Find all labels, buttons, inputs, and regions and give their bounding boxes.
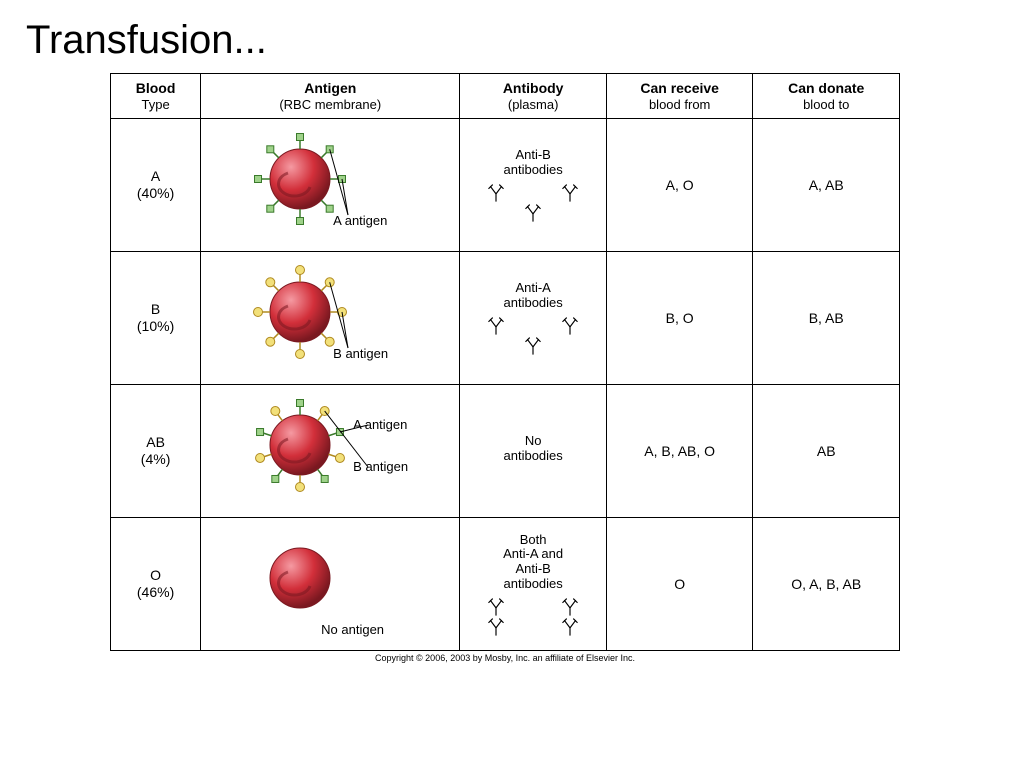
antibody-title: Anti-Aantibodies	[462, 281, 604, 311]
antigen-label: No antigen	[321, 622, 384, 637]
cell-donate: A, AB	[753, 119, 900, 252]
cell-blood-type: A (40%)	[111, 119, 201, 252]
table-row: O (46%) No antigen BothAnti-A andAnti-Ba…	[111, 518, 900, 651]
table-header: Blood Type Antigen (RBC membrane) Antibo…	[111, 74, 900, 119]
cell-antibody: Anti-Aantibodies	[460, 252, 607, 385]
cell-receive: A, O	[606, 119, 753, 252]
antigen-label: B antigen	[353, 459, 408, 474]
cell-blood-type: AB (4%)	[111, 385, 201, 518]
antigen-label: A antigen	[333, 213, 387, 228]
col-header-antibody-sub: (plasma)	[462, 97, 604, 113]
antibody-title: Noantibodies	[462, 434, 604, 464]
cell-antigen: A antigen	[201, 119, 460, 252]
cell-antigen: B antigen	[201, 252, 460, 385]
col-header-receive: Can receive blood from	[606, 74, 753, 119]
antibody-title: Anti-Bantibodies	[462, 148, 604, 178]
col-header-antigen-main: Antigen	[304, 80, 356, 96]
cell-antibody: BothAnti-A andAnti-Bantibodies	[460, 518, 607, 651]
cell-donate: B, AB	[753, 252, 900, 385]
antibody-icon	[561, 317, 579, 335]
blood-type-letter: AB	[113, 434, 198, 452]
antibody-title: BothAnti-A andAnti-Bantibodies	[462, 533, 604, 593]
antibody-cluster	[462, 596, 604, 636]
cell-receive: A, B, AB, O	[606, 385, 753, 518]
col-header-antigen: Antigen (RBC membrane)	[201, 74, 460, 119]
col-header-type-main: Blood	[136, 80, 176, 96]
antibody-icon	[561, 598, 579, 616]
antibody-cluster	[462, 315, 604, 355]
blood-type-letter: A	[113, 168, 198, 186]
col-header-type: Blood Type	[111, 74, 201, 119]
blood-type-pct: (4%)	[113, 451, 198, 469]
col-header-type-sub: Type	[113, 97, 198, 113]
table-body: A (40%) A antigen Anti-Bantibodies	[111, 119, 900, 651]
cell-antigen: No antigen	[201, 518, 460, 651]
antigen-label: A antigen	[353, 417, 407, 432]
cell-blood-type: O (46%)	[111, 518, 201, 651]
blood-type-pct: (46%)	[113, 584, 198, 602]
blood-type-pct: (40%)	[113, 185, 198, 203]
col-header-antibody: Antibody (plasma)	[460, 74, 607, 119]
copyright-text: Copyright © 2006, 2003 by Mosby, Inc. an…	[110, 651, 900, 663]
col-header-antibody-main: Antibody	[503, 80, 564, 96]
antibody-icon	[487, 598, 505, 616]
antigen-label: B antigen	[333, 346, 388, 361]
col-header-antigen-sub: (RBC membrane)	[203, 97, 457, 113]
blood-type-letter: O	[113, 567, 198, 585]
cell-donate: AB	[753, 385, 900, 518]
table-row: B (10%) B antigen Anti-Aantibodies	[111, 252, 900, 385]
col-header-receive-sub: blood from	[609, 97, 751, 113]
cell-receive: O	[606, 518, 753, 651]
rbc-icon	[220, 256, 440, 380]
table-row: AB (4%) A antigenB antigen Noantibodies …	[111, 385, 900, 518]
blood-type-table: Blood Type Antigen (RBC membrane) Antibo…	[110, 73, 900, 663]
slide-title: Transfusion...	[0, 0, 1024, 63]
antibody-icon	[524, 337, 542, 355]
cell-blood-type: B (10%)	[111, 252, 201, 385]
col-header-donate-main: Can donate	[788, 80, 864, 96]
antibody-icon	[561, 618, 579, 636]
antibody-icon	[524, 204, 542, 222]
col-header-donate: Can donate blood to	[753, 74, 900, 119]
antibody-icon	[487, 317, 505, 335]
cell-antibody: Noantibodies	[460, 385, 607, 518]
cell-antigen: A antigen B antigen	[201, 385, 460, 518]
rbc-icon	[220, 123, 440, 247]
cell-receive: B, O	[606, 252, 753, 385]
antibody-icon	[561, 184, 579, 202]
antibody-cluster	[462, 182, 604, 222]
col-header-donate-sub: blood to	[755, 97, 897, 113]
blood-type-letter: B	[113, 301, 198, 319]
antibody-icon	[487, 618, 505, 636]
rbc-icon	[220, 389, 440, 513]
antibody-icon	[487, 184, 505, 202]
cell-antibody: Anti-Bantibodies	[460, 119, 607, 252]
blood-type-pct: (10%)	[113, 318, 198, 336]
table-row: A (40%) A antigen Anti-Bantibodies	[111, 119, 900, 252]
cell-donate: O, A, B, AB	[753, 518, 900, 651]
col-header-receive-main: Can receive	[640, 80, 719, 96]
